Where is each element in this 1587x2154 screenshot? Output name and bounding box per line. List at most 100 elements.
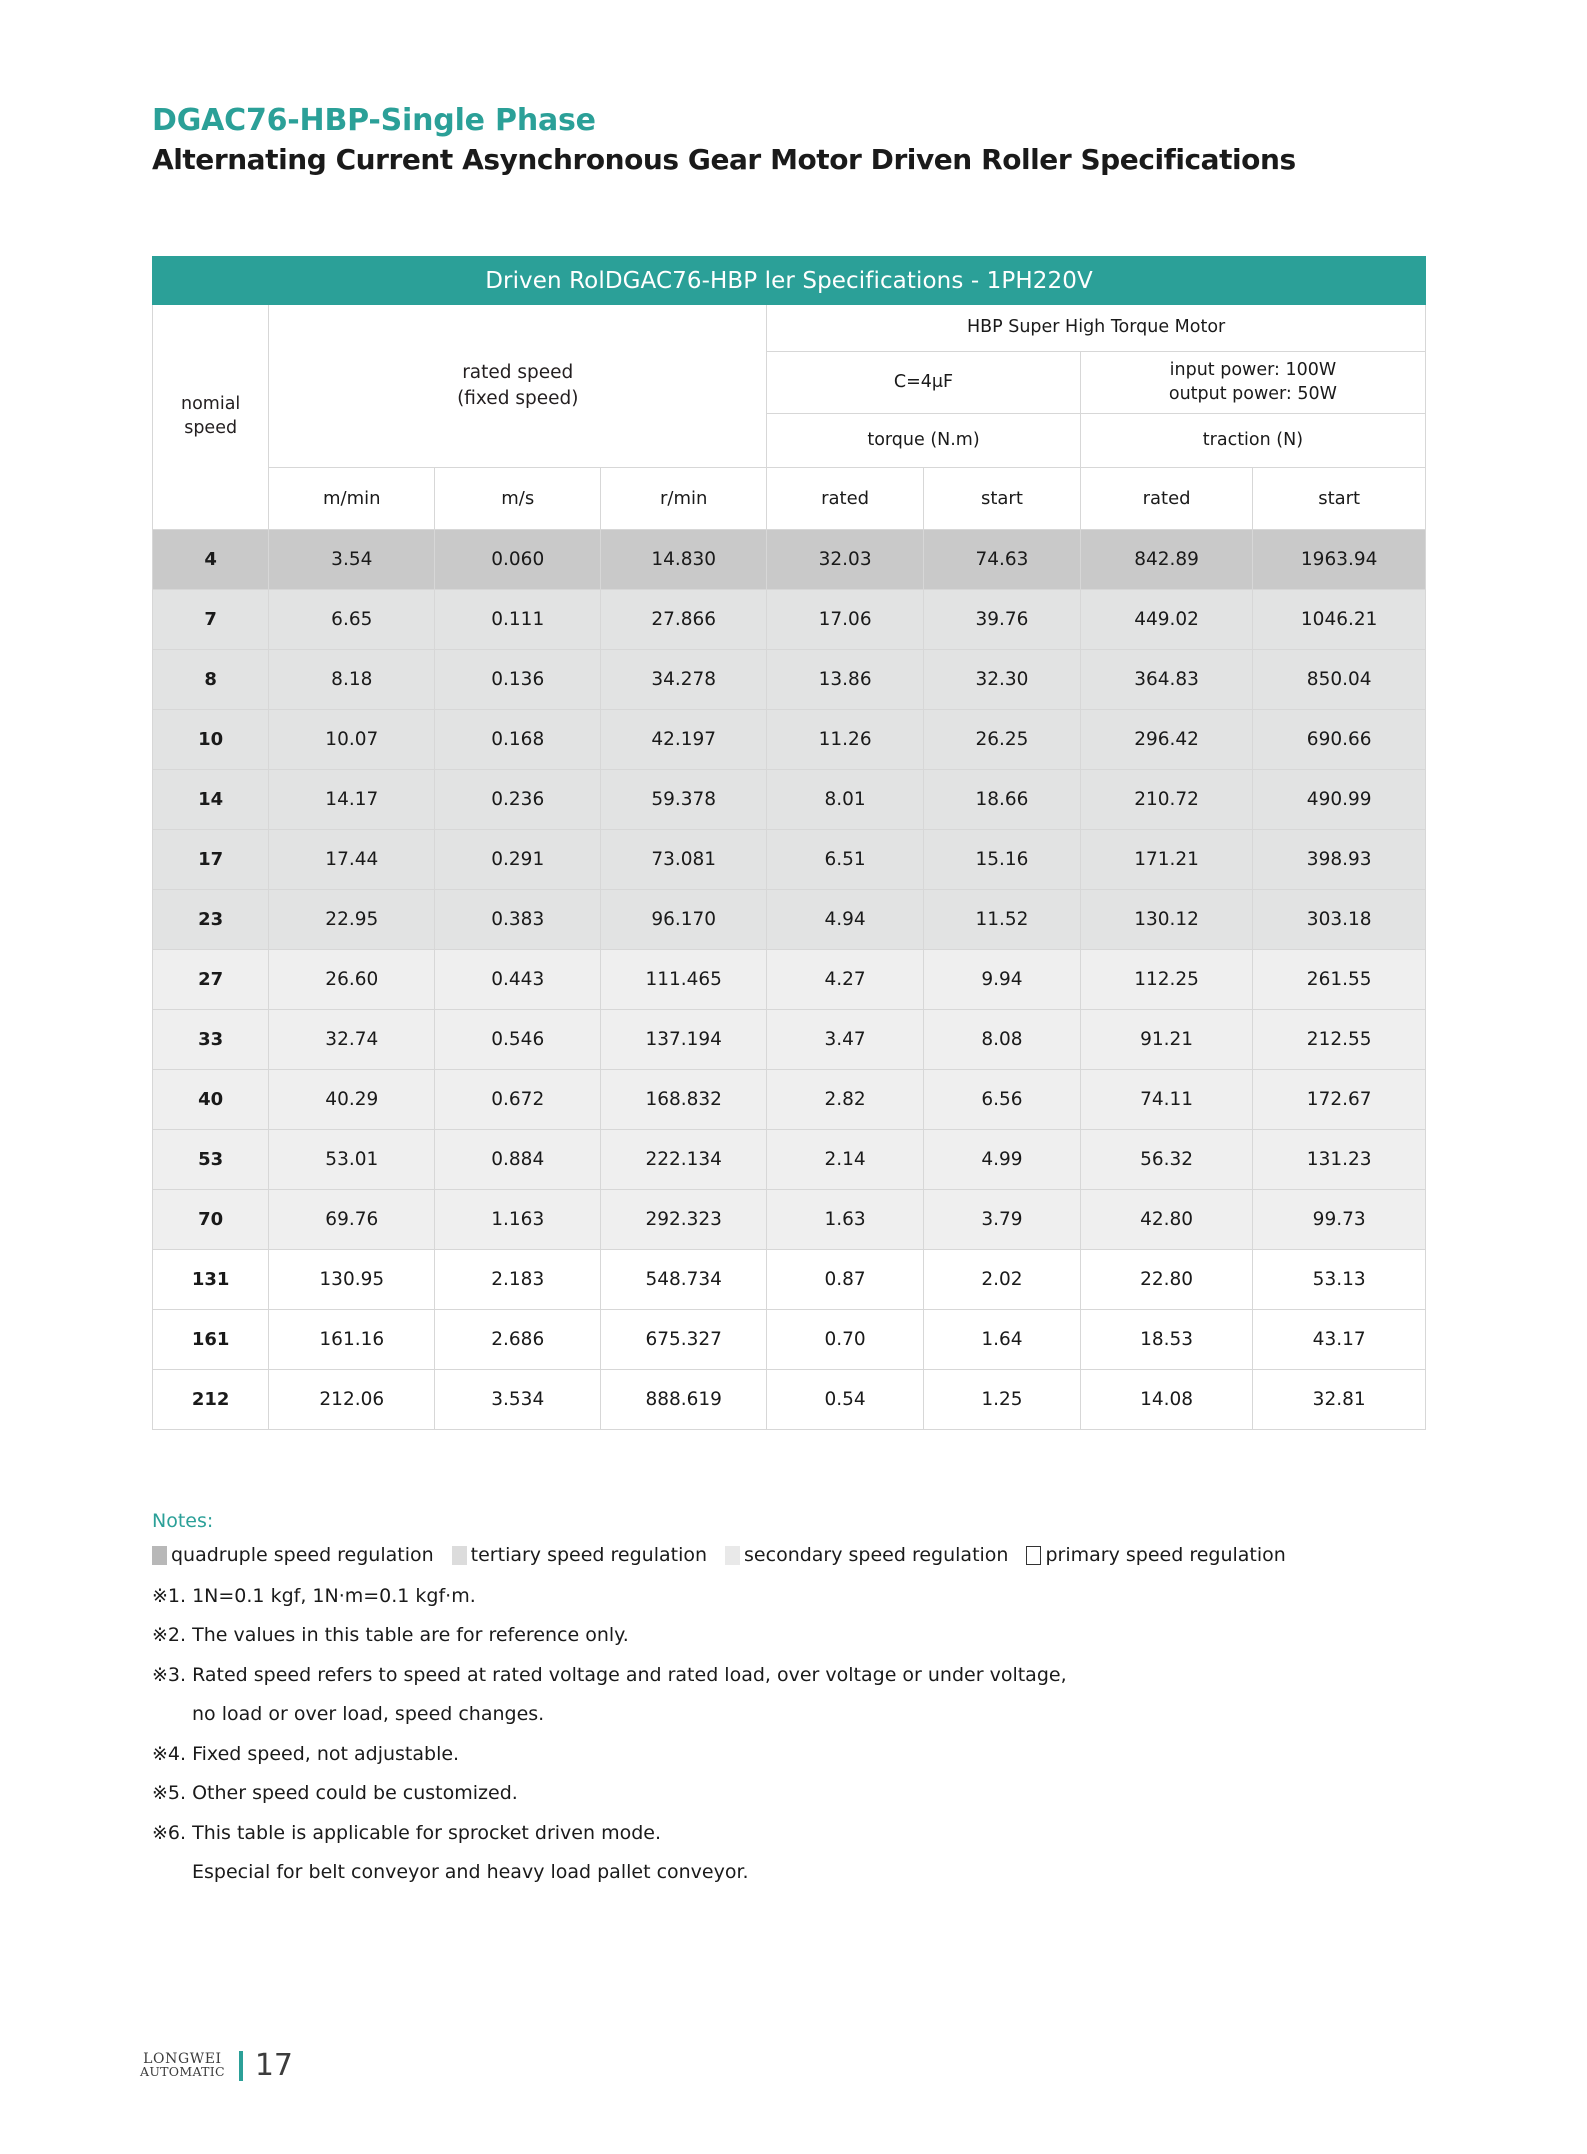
table-row: 8 8.18 0.136 34.278 13.86 32.30 364.83 850.04: [151, 649, 1426, 710]
cell-traction-start: 172.67: [1252, 1069, 1426, 1130]
cell-r-min: 59.378: [600, 769, 768, 830]
table-row: 17 17.44 0.291 73.081 6.51 15.16 171.21 398.93: [151, 829, 1426, 890]
rated-speed-line1: rated speed: [462, 362, 574, 384]
cell-m-s: 0.291: [434, 829, 602, 890]
cell-m-s: 1.163: [434, 1189, 602, 1250]
page-number: 17: [254, 2048, 294, 2083]
cell-traction-rated: 91.21: [1079, 1009, 1254, 1070]
cell-m-min: 32.74: [268, 1009, 436, 1070]
torque-group-header: torque (N.m): [766, 413, 1081, 468]
cell-traction-start: 53.13: [1252, 1249, 1426, 1310]
cell-m-min: 10.07: [268, 709, 436, 770]
table-row: 161 161.16 2.686 675.327 0.70 1.64 18.53 43.17: [151, 1309, 1426, 1370]
cell-nomial-speed: 17: [151, 829, 270, 890]
cell-m-min: 3.54: [268, 529, 436, 590]
cell-traction-rated: 22.80: [1079, 1249, 1254, 1310]
cell-torque-rated: 2.82: [766, 1069, 925, 1130]
cell-torque-rated: 6.51: [766, 829, 925, 890]
cell-nomial-speed: 23: [151, 889, 270, 950]
cell-traction-start: 1046.21: [1252, 589, 1426, 650]
cell-m-s: 0.111: [434, 589, 602, 650]
motor-group-header: HBP Super High Torque Motor: [766, 304, 1426, 352]
brand-logo: LONGWEI AUTOMATIC: [140, 2052, 225, 2079]
cell-traction-rated: 449.02: [1079, 589, 1254, 650]
cell-torque-start: 18.66: [923, 769, 1081, 830]
traction-group-header: traction (N): [1079, 413, 1427, 468]
cell-nomial-speed: 40: [151, 1069, 270, 1130]
cell-nomial-speed: 7: [151, 589, 270, 650]
cell-traction-start: 261.55: [1252, 949, 1426, 1010]
cell-torque-rated: 11.26: [766, 709, 925, 770]
legend-label: quadruple speed regulation: [171, 1544, 434, 1566]
note-line: ※1. 1N=0.1 kgf, 1N·m=0.1 kgf·m.: [152, 1585, 476, 1607]
cell-torque-rated: 13.86: [766, 649, 925, 710]
legend-swatch-tertiary-icon: [451, 1545, 467, 1565]
cell-nomial-speed: 161: [151, 1309, 270, 1370]
cell-m-min: 8.18: [268, 649, 436, 710]
legend-label: primary speed regulation: [1045, 1544, 1286, 1566]
cell-traction-rated: 210.72: [1079, 769, 1254, 830]
cell-traction-start: 212.55: [1252, 1009, 1426, 1070]
cell-traction-start: 1963.94: [1252, 529, 1426, 590]
cell-traction-rated: 14.08: [1079, 1369, 1254, 1430]
cell-m-min: 212.06: [268, 1369, 436, 1430]
nomial-speed-line1: nomial: [181, 394, 241, 415]
notes-section: Notes: quadruple speed regulation tertiar…: [152, 1510, 1442, 1898]
cell-m-s: 2.686: [434, 1309, 602, 1370]
legend-swatch-primary-icon: [1026, 1545, 1042, 1565]
cell-r-min: 96.170: [600, 889, 768, 950]
note-line: ※2. The values in this table are for ref…: [152, 1624, 629, 1647]
cell-torque-start: 9.94: [923, 949, 1081, 1010]
cell-r-min: 34.278: [600, 649, 768, 710]
cell-m-s: 2.183: [434, 1249, 602, 1310]
cell-m-min: 69.76: [268, 1189, 436, 1250]
title-block: DGAC76-HBP-Single Phase Alternating Curr…: [152, 103, 1442, 176]
cell-torque-start: 1.64: [923, 1309, 1081, 1370]
note-line: ※4. Fixed speed, not adjustable.: [152, 1742, 460, 1765]
cell-r-min: 73.081: [600, 829, 768, 890]
cell-m-min: 26.60: [268, 949, 436, 1010]
cell-torque-rated: 1.63: [766, 1189, 925, 1250]
cell-traction-start: 131.23: [1252, 1129, 1426, 1190]
cell-torque-rated: 2.14: [766, 1129, 925, 1190]
cell-traction-rated: 18.53: [1079, 1309, 1254, 1370]
cell-traction-rated: 842.89: [1079, 529, 1254, 590]
cell-traction-rated: 171.21: [1079, 829, 1254, 890]
cell-torque-rated: 4.27: [766, 949, 925, 1010]
legend-item-primary: primary speed regulation: [1026, 1544, 1286, 1566]
cell-m-s: 0.236: [434, 769, 602, 830]
note-line: Especial for belt conveyor and heavy loa…: [192, 1861, 749, 1884]
table-banner: Driven RolDGAC76-HBP ler Specifications …: [152, 256, 1426, 305]
cell-r-min: 111.465: [600, 949, 768, 1010]
brand-line2: AUTOMATIC: [140, 2064, 225, 2080]
spec-table-container: Driven RolDGAC76-HBP ler Specifications …: [151, 256, 1427, 1430]
table-row: 33 32.74 0.546 137.194 3.47 8.08 91.21 212.55: [151, 1009, 1426, 1070]
cell-torque-rated: 3.47: [766, 1009, 925, 1070]
cell-m-min: 6.65: [268, 589, 436, 650]
cell-torque-rated: 8.01: [766, 769, 925, 830]
header-row-motor: nomial speed rated speed (fixed speed) H…: [151, 304, 1426, 530]
cell-m-s: 0.546: [434, 1009, 602, 1070]
column-header-traction-start: start: [1252, 467, 1426, 530]
cell-nomial-speed: 53: [151, 1129, 270, 1190]
cell-m-min: 161.16: [268, 1309, 436, 1370]
capacitor-header: C=4μF: [766, 351, 1081, 414]
cell-traction-start: 43.17: [1252, 1309, 1426, 1370]
cell-m-s: 0.443: [434, 949, 602, 1010]
column-header-traction-rated: rated: [1079, 467, 1254, 530]
table-row: 4 3.54 0.060 14.830 32.03 74.63 842.89 1963.94: [151, 529, 1426, 590]
cell-traction-rated: 296.42: [1079, 709, 1254, 770]
table-row: 53 53.01 0.884 222.134 2.14 4.99 56.32 131.23: [151, 1129, 1426, 1190]
cell-traction-rated: 56.32: [1079, 1129, 1254, 1190]
page-footer: LONGWEI AUTOMATIC 17: [140, 2048, 293, 2083]
cell-r-min: 222.134: [600, 1129, 768, 1190]
cell-m-min: 17.44: [268, 829, 436, 890]
cell-traction-rated: 130.12: [1079, 889, 1254, 950]
cell-torque-start: 15.16: [923, 829, 1081, 890]
input-power-label: input power: 100W: [1169, 359, 1337, 380]
cell-r-min: 42.197: [600, 709, 768, 770]
cell-traction-rated: 112.25: [1079, 949, 1254, 1010]
cell-m-min: 53.01: [268, 1129, 436, 1190]
nomial-speed-header: nomial speed: [151, 304, 270, 530]
table-row: 7 6.65 0.111 27.866 17.06 39.76 449.02 1046.21: [151, 589, 1426, 650]
